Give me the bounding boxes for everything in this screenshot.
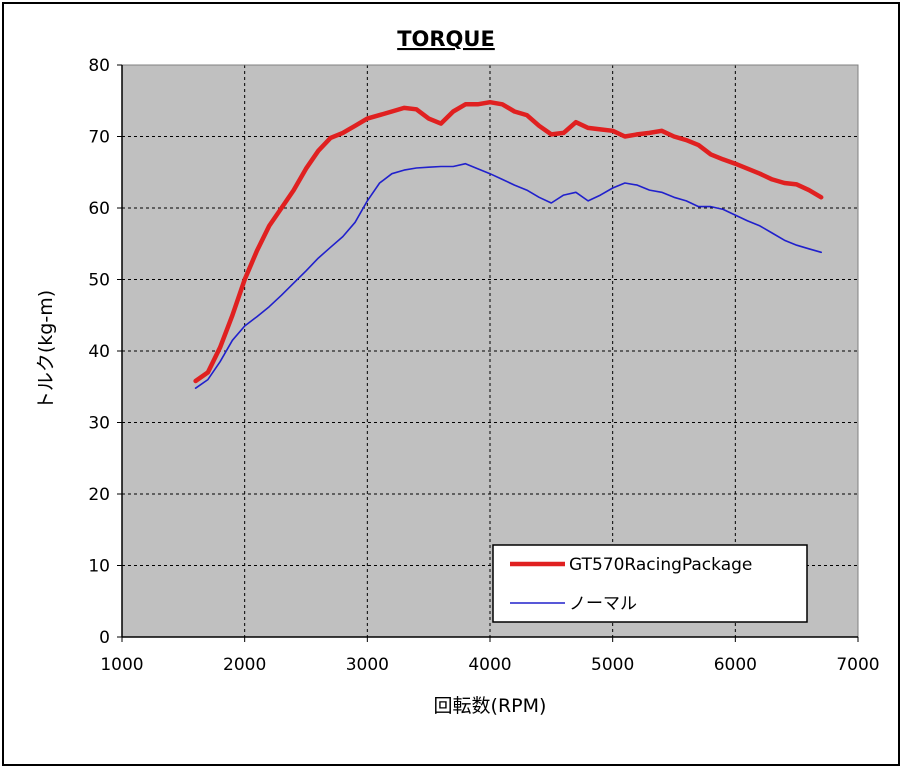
y-tick-label: 0 (99, 628, 110, 648)
series-line-gt570racingpackage (193, 99, 824, 384)
x-tick-label: 1000 (100, 655, 143, 675)
legend-box (492, 544, 808, 623)
legend: GT570RacingPackage ノーマル (492, 544, 808, 623)
y-tick-label: 80 (88, 56, 110, 76)
chart-title: TORQUE (397, 27, 495, 51)
y-axis-ticks: 0 10 20 30 40 50 60 70 80 (88, 56, 122, 648)
y-axis-title: トルク(kg-m) (35, 290, 57, 410)
x-tick-label: 2000 (223, 655, 266, 675)
x-tick-label: 7000 (836, 655, 879, 675)
legend-label-gt570racingpackage: GT570RacingPackage (569, 555, 752, 575)
x-tick-label: 4000 (468, 655, 511, 675)
y-tick-label: 10 (88, 557, 110, 577)
y-tick-label: 30 (88, 414, 110, 434)
series-line-normal (194, 162, 823, 390)
y-tick-label: 20 (88, 485, 110, 505)
y-tick-label: 50 (88, 271, 110, 291)
x-axis-title: 回転数(RPM) (434, 695, 547, 717)
x-axis-ticks: 1000 2000 3000 4000 5000 6000 7000 (100, 637, 880, 675)
x-tick-label: 6000 (714, 655, 757, 675)
x-tick-label: 3000 (346, 655, 389, 675)
y-tick-label: 60 (88, 199, 110, 219)
x-tick-label: 5000 (591, 655, 634, 675)
y-tick-label: 70 (88, 128, 110, 148)
y-tick-label: 40 (88, 342, 110, 362)
series-layer (193, 99, 824, 390)
legend-label-normal: ノーマル (569, 594, 637, 614)
